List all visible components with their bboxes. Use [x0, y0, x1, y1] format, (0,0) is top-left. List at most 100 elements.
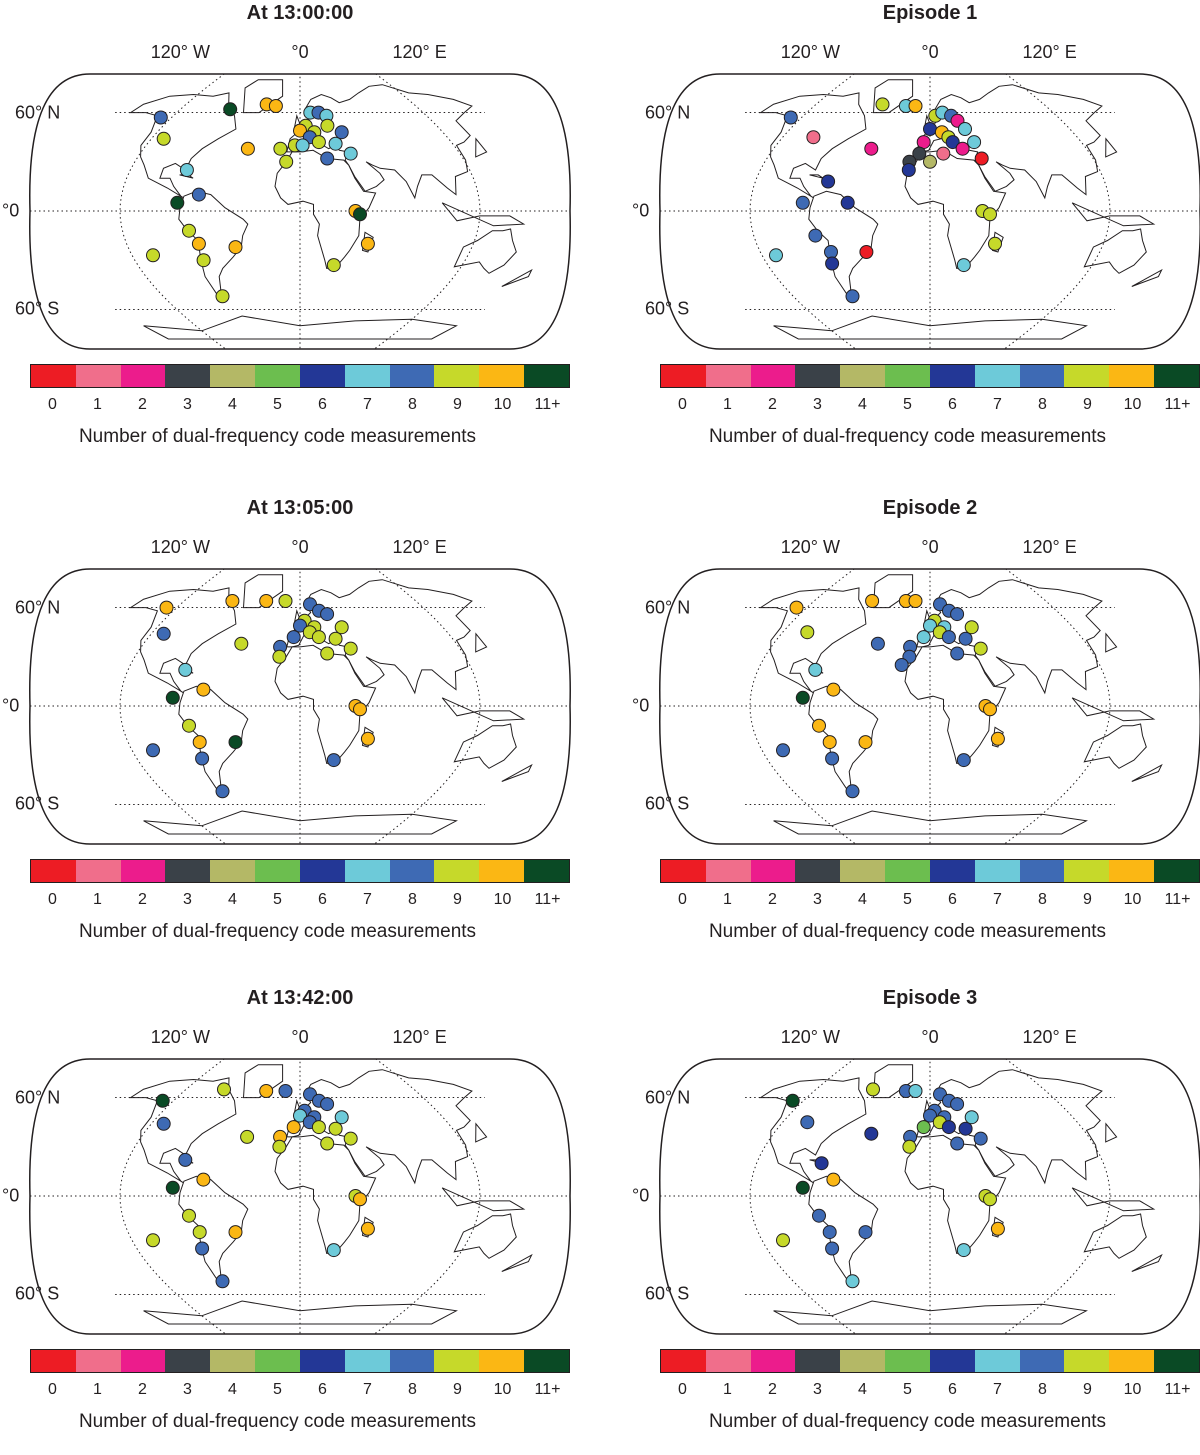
colorbar-tick-label: 7 [993, 396, 1002, 413]
station-marker [923, 618, 937, 633]
colorbar-swatch [389, 860, 435, 882]
longitude-label: °0 [291, 42, 309, 62]
station-marker [196, 1172, 211, 1187]
station-marker [866, 1082, 880, 1097]
station-marker [822, 1225, 837, 1240]
colorbar-swatch [120, 1350, 166, 1372]
colorbar-tick-label: 5 [903, 396, 912, 413]
station-marker [182, 718, 196, 733]
coastline [441, 697, 526, 722]
colorbar-tick-label: 1 [723, 1381, 732, 1398]
colorbar-swatch [210, 365, 256, 387]
longitude-label: °0 [921, 1027, 939, 1047]
station-marker [808, 662, 823, 677]
colorbar-swatch [661, 860, 706, 882]
colorbar-tick-label: 6 [948, 1381, 957, 1398]
station-marker [800, 1115, 815, 1130]
colorbar-tick-label: 7 [363, 1381, 372, 1398]
station-marker [990, 1221, 1005, 1236]
station-marker [950, 646, 965, 661]
longitude-label: 120° E [1022, 1027, 1077, 1047]
station-marker [956, 753, 971, 768]
colorbar-swatch [299, 365, 345, 387]
latitude-label: °0 [632, 695, 650, 716]
station-marker [146, 743, 160, 758]
station-marker [825, 1241, 840, 1256]
station-marker [950, 1136, 965, 1151]
colorbar-swatch [255, 860, 300, 882]
station-marker [916, 1120, 931, 1135]
coastline [1071, 1187, 1156, 1212]
station-marker [311, 1120, 326, 1135]
panel-title: Episode 2 [882, 497, 978, 519]
world-map [29, 568, 571, 845]
latitude-label: 60° S [15, 1283, 60, 1304]
colorbar-label: Number of dual-frequency code measuremen… [78, 1411, 477, 1432]
colorbar-swatch [389, 1350, 435, 1372]
longitude-label: 120° E [1022, 42, 1077, 62]
panel-title: Episode 3 [882, 987, 978, 1009]
station-marker [278, 1084, 293, 1098]
station-marker [320, 151, 335, 166]
colorbar-tick-label: 10 [1123, 1381, 1142, 1398]
coastline [916, 84, 1103, 200]
station-marker [958, 631, 973, 646]
station-marker [800, 625, 815, 640]
colorbar-swatch [120, 365, 166, 387]
colorbar-tick-label: 6 [318, 1381, 327, 1398]
colorbar-swatch [1154, 860, 1199, 882]
longitude-label: 120° E [392, 42, 447, 62]
station-marker [293, 618, 307, 633]
colorbar-swatch [165, 1350, 211, 1372]
station-marker [156, 626, 171, 641]
station-marker [240, 1129, 255, 1144]
coastline [501, 763, 533, 782]
colorbar-tick-label: 7 [993, 891, 1002, 908]
station-marker [279, 154, 294, 169]
coastline [872, 574, 914, 609]
coastline [916, 579, 1103, 695]
station-marker [870, 636, 885, 651]
station-marker [785, 1093, 800, 1108]
colorbar-tick-label: 3 [813, 396, 822, 413]
station-marker [825, 751, 840, 766]
colorbar-tick-label: 2 [138, 1381, 147, 1398]
coastline [904, 644, 1007, 764]
colorbar-swatch [1064, 1350, 1110, 1372]
station-marker [234, 636, 249, 651]
colorbar-tick-label: 4 [858, 396, 867, 413]
latitude-label: 60° N [645, 1087, 691, 1108]
station-marker [812, 718, 826, 733]
colorbar-tick-label: 10 [1123, 891, 1142, 908]
coastline [128, 587, 237, 694]
station-marker [990, 731, 1005, 746]
station-marker [156, 131, 171, 146]
longitude-label: 120° W [780, 1027, 841, 1047]
world-map [659, 568, 1200, 845]
colorbar-swatch [929, 1350, 975, 1372]
station-marker [789, 600, 804, 615]
map-frame [659, 73, 1200, 350]
colorbar-tick-label: 6 [318, 891, 327, 908]
station-marker [326, 753, 341, 768]
station-marker [165, 1180, 180, 1195]
station-marker [326, 258, 341, 273]
station-marker [912, 146, 927, 161]
colorbar-tick-label: 10 [493, 891, 512, 908]
colorbar-tick-label: 1 [723, 396, 732, 413]
station-marker [286, 630, 301, 645]
map-frame [29, 1058, 571, 1335]
longitude-label: 120° W [150, 537, 211, 557]
coastline [274, 644, 377, 764]
coastline [1131, 763, 1163, 782]
coastline [758, 587, 867, 694]
coastline [1071, 697, 1156, 722]
coastline [1071, 202, 1156, 227]
colorbar [30, 859, 570, 883]
station-marker [320, 118, 335, 133]
station-marker [155, 1093, 170, 1108]
coastline [872, 1064, 914, 1099]
station-marker [908, 1084, 923, 1098]
station-marker [328, 1121, 343, 1136]
colorbar-tick-label: 9 [1083, 396, 1092, 413]
